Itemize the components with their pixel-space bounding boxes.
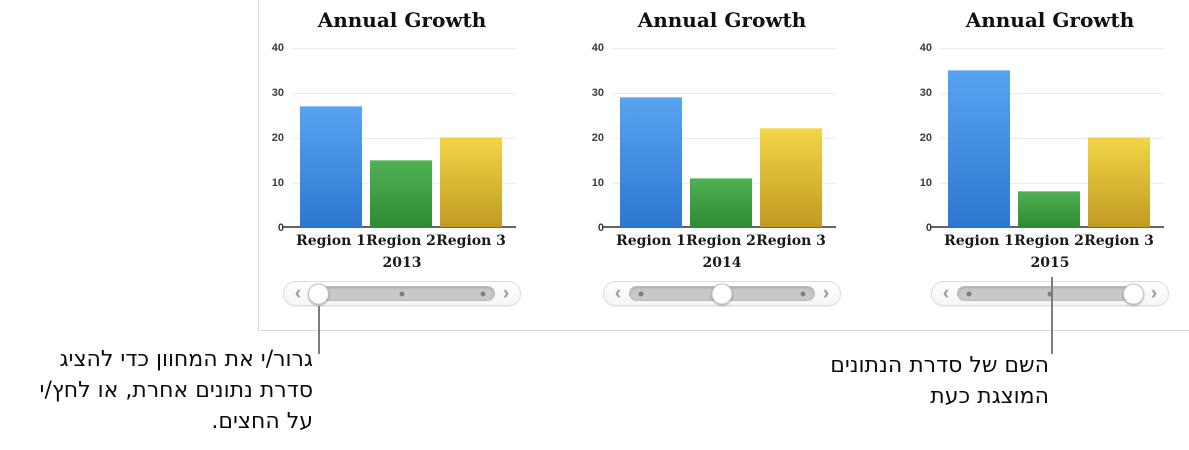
y-axis-tick-label: 40	[919, 42, 932, 54]
bar-region-2[interactable]	[1018, 191, 1080, 227]
note-line: המוצגת כעת	[930, 384, 1049, 409]
slider-track[interactable]	[308, 283, 495, 304]
y-axis-tick-label: 30	[919, 87, 932, 99]
slider-stop-dot	[800, 291, 806, 296]
y-axis-tick-label: 10	[919, 177, 932, 189]
slider-stop-dot	[966, 291, 972, 296]
bar-region-3[interactable]	[760, 128, 822, 227]
gridline	[292, 48, 516, 49]
y-axis-tick-label: 10	[271, 177, 284, 189]
chart-title: Annual Growth	[965, 8, 1135, 32]
slider-right-arrow-icon[interactable]: ›	[502, 283, 510, 304]
slider-track[interactable]	[629, 283, 815, 304]
bar-chart-plot: 40 30 20 10 0	[272, 42, 516, 234]
bar-region-2[interactable]	[690, 177, 752, 227]
slider-right-arrow-icon[interactable]: ›	[822, 283, 830, 304]
slider-stop-dot	[480, 291, 486, 296]
x-axis-category-labels: Region 1 Region 2 Region 3	[612, 233, 836, 251]
slider-right-arrow-icon[interactable]: ›	[1150, 283, 1158, 304]
bar-chart-plot: 40 30 20 10 0	[592, 42, 836, 234]
gridline	[940, 138, 1164, 139]
bar-region-1[interactable]	[300, 105, 362, 227]
gridline	[612, 93, 836, 94]
callout-line-left	[318, 306, 320, 354]
x-axis-category-label: Region 2	[366, 233, 436, 249]
callout-line-right	[1051, 277, 1053, 354]
x-axis-category-label: Region 1	[296, 233, 366, 249]
chart: Annual Growth 40 30 20 10 0 Region 1 Region 2…	[242, 0, 562, 330]
slider-left-arrow-icon[interactable]: ‹	[614, 283, 622, 304]
x-axis-category-labels: Region 1 Region 2 Region 3	[940, 233, 1164, 251]
x-axis-category-label: Region 1	[616, 233, 686, 249]
bar-region-1[interactable]	[620, 96, 682, 227]
x-axis-line	[602, 226, 836, 228]
y-axis-tick-label: 20	[919, 132, 932, 144]
y-axis-tick-label: 20	[271, 132, 284, 144]
y-axis-tick-label: 0	[597, 222, 604, 234]
y-axis-tick-label: 40	[271, 42, 284, 54]
note-line: גרור/י את המחוון כדי להציג	[59, 347, 313, 372]
x-axis-category-label: Region 2	[1014, 233, 1084, 249]
series-name-label: 2013	[382, 255, 422, 271]
series-slider[interactable]: ‹ ›	[931, 281, 1169, 306]
bar-region-1[interactable]	[948, 69, 1010, 227]
gridline	[612, 48, 836, 49]
slider-stop-dot	[638, 291, 644, 296]
chart: Annual Growth 40 30 20 10 0 Region 1 Region 2…	[890, 0, 1189, 330]
note-line: סדרת נתונים אחרת, או לחץ/י	[39, 378, 313, 403]
x-axis-category-label: Region 1	[944, 233, 1014, 249]
x-axis-category-label: Region 3	[1084, 233, 1154, 249]
x-axis-line	[930, 226, 1164, 228]
bar-region-3[interactable]	[440, 137, 502, 227]
slider-track[interactable]	[957, 283, 1144, 304]
slider-thumb[interactable]	[1123, 283, 1144, 304]
x-axis-line	[282, 226, 516, 228]
gridline	[940, 183, 1164, 184]
gridline	[292, 138, 516, 139]
y-axis-tick-label: 20	[591, 132, 604, 144]
slider-thumb[interactable]	[711, 283, 733, 304]
y-axis-tick-label: 10	[591, 177, 604, 189]
bar-chart-plot: 40 30 20 10 0	[920, 42, 1164, 234]
slider-stop-dot	[1047, 291, 1053, 296]
slider-left-arrow-icon[interactable]: ‹	[294, 283, 302, 304]
x-axis-category-label: Region 3	[436, 233, 506, 249]
series-name-label: 2014	[702, 255, 742, 271]
gridline	[292, 93, 516, 94]
slider-left-arrow-icon[interactable]: ‹	[942, 283, 950, 304]
gridline	[940, 48, 1164, 49]
note-line: על החצים.	[211, 409, 313, 434]
y-axis-tick-label: 0	[925, 222, 932, 234]
note-line: השם של סדרת הנתונים	[830, 353, 1049, 378]
instruction-note-drag-slider: גרור/י את המחוון כדי להציג סדרת נתונים א…	[0, 344, 313, 437]
instruction-note-series-name: השם של סדרת הנתונים המוצגת כעת	[699, 350, 1049, 412]
y-axis-tick-label: 0	[277, 222, 284, 234]
chart-title: Annual Growth	[637, 8, 807, 32]
y-axis-tick-label: 30	[591, 87, 604, 99]
bar-region-2[interactable]	[370, 159, 432, 227]
x-axis-category-label: Region 2	[686, 233, 756, 249]
x-axis-category-labels: Region 1 Region 2 Region 3	[292, 233, 516, 251]
series-slider[interactable]: ‹ ›	[603, 281, 841, 306]
chart-title: Annual Growth	[317, 8, 487, 32]
gridline	[612, 138, 836, 139]
series-name-label: 2015	[1030, 255, 1070, 271]
gridline	[940, 93, 1164, 94]
chart: Annual Growth 40 30 20 10 0 Region 1 Region 2…	[562, 0, 882, 330]
y-axis-tick-label: 40	[591, 42, 604, 54]
series-slider[interactable]: ‹ ›	[283, 281, 521, 306]
slider-stop-dot	[399, 291, 405, 296]
y-axis-tick-label: 30	[271, 87, 284, 99]
x-axis-category-label: Region 3	[756, 233, 826, 249]
bar-region-3[interactable]	[1088, 137, 1150, 227]
slider-thumb[interactable]	[308, 283, 329, 304]
